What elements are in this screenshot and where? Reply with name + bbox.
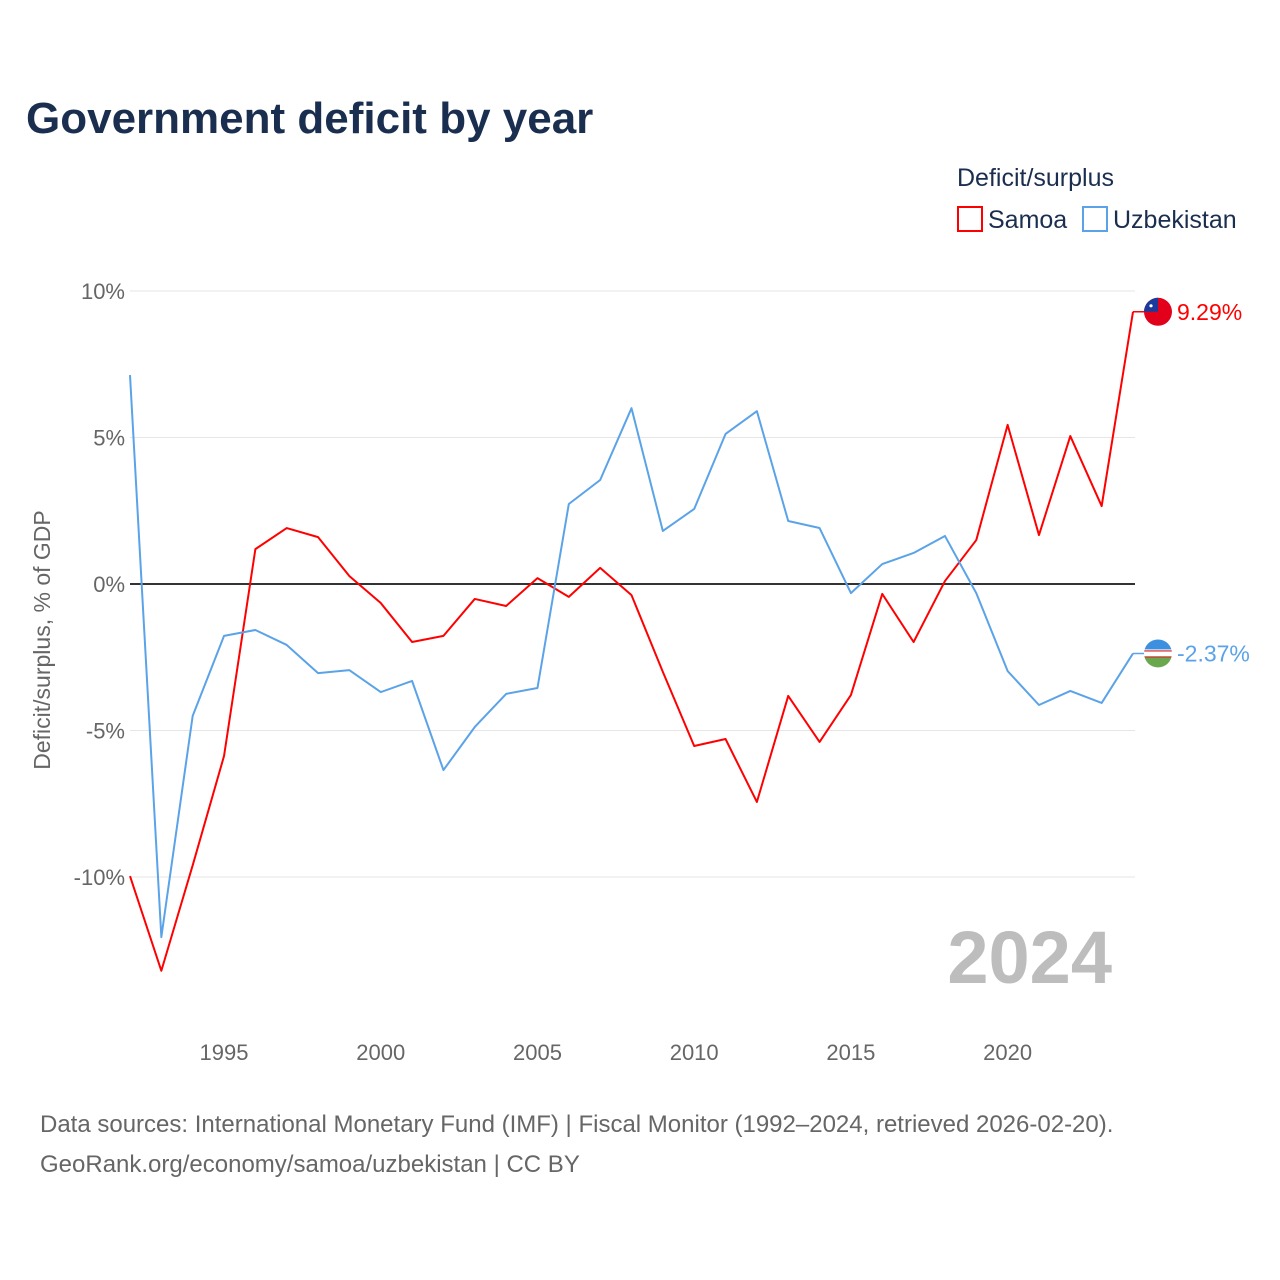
series-line-uzbekistan bbox=[129, 375, 1134, 939]
current-year-label: 2024 bbox=[947, 916, 1112, 999]
series-line-samoa bbox=[129, 311, 1134, 972]
x-ticks: 1995 2000 2005 2010 2015 2020 bbox=[200, 1040, 1033, 1065]
grid bbox=[130, 290, 1135, 878]
x-tick-label: 2005 bbox=[513, 1040, 562, 1065]
y-tick-label: -10% bbox=[74, 865, 125, 890]
legend-label-samoa: Samoa bbox=[988, 206, 1067, 234]
x-tick-label: 2010 bbox=[670, 1040, 719, 1065]
end-label-samoa: 9.29% bbox=[1177, 299, 1242, 325]
end-label-uzbekistan: -2.37% bbox=[1177, 640, 1250, 666]
end-labels: 9.29% -2.37% bbox=[1133, 297, 1250, 668]
legend-title: Deficit/surplus bbox=[957, 164, 1114, 192]
samoa-flag-icon bbox=[1144, 297, 1172, 326]
y-ticks: 10% 5% 0% -5% -10% bbox=[74, 279, 125, 890]
source-line-2[interactable]: GeoRank.org/economy/samoa/uzbekistan | C… bbox=[40, 1151, 580, 1178]
legend-item-samoa[interactable]: Samoa bbox=[957, 206, 1067, 234]
legend-swatch-samoa bbox=[957, 206, 983, 232]
y-axis-label: Deficit/surplus, % of GDP bbox=[29, 510, 55, 769]
x-tick-label: 1995 bbox=[200, 1040, 249, 1065]
legend-label-uzbekistan: Uzbekistan bbox=[1113, 206, 1237, 234]
x-tick-label: 2020 bbox=[983, 1040, 1032, 1065]
legend-item-uzbekistan[interactable]: Uzbekistan bbox=[1082, 206, 1237, 234]
chart-title: Government deficit by year bbox=[26, 94, 593, 143]
source-line-1: Data sources: International Monetary Fun… bbox=[40, 1111, 1113, 1138]
y-tick-label: 5% bbox=[93, 426, 125, 451]
series-lines bbox=[129, 311, 1134, 972]
y-tick-label: -5% bbox=[86, 719, 125, 744]
legend-swatch-uzbekistan bbox=[1082, 206, 1108, 232]
uzbekistan-flag-icon bbox=[1144, 639, 1172, 668]
y-tick-label: 10% bbox=[81, 279, 125, 304]
x-tick-label: 2000 bbox=[356, 1040, 405, 1065]
x-tick-label: 2015 bbox=[826, 1040, 875, 1065]
y-tick-label: 0% bbox=[93, 572, 125, 597]
